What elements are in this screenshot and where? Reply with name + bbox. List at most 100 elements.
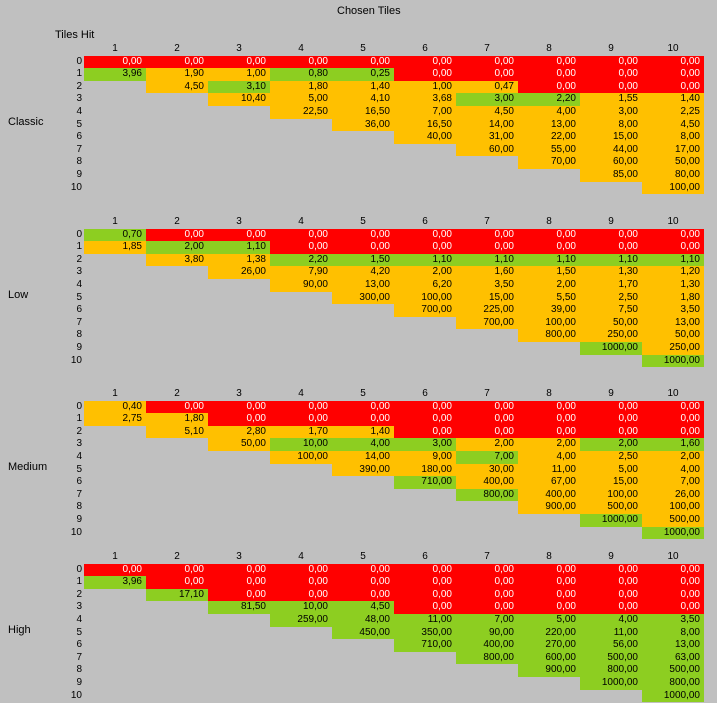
payout-cell: 0,47 [456, 80, 518, 94]
payout-cell: 56,00 [580, 639, 642, 652]
empty-cell [208, 106, 270, 119]
empty-cell [146, 601, 208, 614]
payout-cell: 0,40 [84, 400, 146, 414]
row-label: 2 [76, 425, 82, 437]
row-label: 3 [76, 266, 82, 278]
empty-cell [456, 501, 518, 514]
row-label: 5 [76, 291, 82, 303]
row-label: 9 [76, 168, 82, 180]
empty-cell [332, 355, 394, 368]
paytable-row: 9 1000,00 250,00 [0, 341, 717, 355]
paytable-row: 10 1000,00 [0, 354, 717, 368]
payout-cell: 22,50 [270, 105, 332, 119]
payout-cell: 8,00 [642, 626, 704, 640]
payout-cell: 0,00 [580, 55, 642, 69]
empty-cell [146, 652, 208, 665]
payout-cell: 0,00 [394, 241, 456, 254]
payout-cell: 0,00 [394, 68, 456, 81]
empty-cell [394, 342, 456, 355]
row-label: 10 [70, 181, 82, 193]
payout-cell: 3,80 [146, 253, 208, 267]
paytable-row: 8 800,00 250,00 50,00 [0, 329, 717, 342]
empty-cell [456, 677, 518, 690]
payout-cell: 10,00 [270, 438, 332, 451]
payout-cell: 2,50 [580, 291, 642, 305]
column-header: 5 [360, 388, 366, 399]
payout-cell: 0,00 [456, 601, 518, 614]
payout-cell: 180,00 [394, 463, 456, 477]
payout-cell: 60,00 [580, 156, 642, 169]
empty-cell [84, 304, 146, 317]
empty-cell [84, 501, 146, 514]
payout-cell: 0,00 [518, 80, 580, 94]
empty-cell [146, 182, 208, 195]
empty-cell [146, 169, 208, 182]
paytable-row: 4 259,00 48,00 11,00 7,00 5,00 4,00 3,50 [0, 613, 717, 627]
payout-cell: 1,80 [642, 291, 704, 305]
payout-cell: 1,00 [208, 68, 270, 81]
section-label-medium: Medium [8, 461, 48, 473]
empty-cell [580, 527, 642, 540]
payout-cell: 700,00 [456, 316, 518, 330]
payout-cell: 0,00 [456, 241, 518, 254]
payout-cell: 1,40 [332, 80, 394, 94]
empty-cell [84, 254, 146, 267]
paytable-row: 10 1000,00 [0, 689, 717, 703]
empty-cell [518, 514, 580, 527]
paytable-row: 8 70,00 60,00 50,00 [0, 156, 717, 169]
paytable-high: High 1 2 3 4 5 6 7 8 9 10 0 0,00 0,00 0,00 0,00 0,00 0,00… [0, 551, 717, 703]
payout-cell: 70,00 [518, 156, 580, 169]
payout-cell: 5,00 [270, 93, 332, 106]
empty-cell [146, 464, 208, 477]
payout-cell: 0,00 [456, 228, 518, 242]
paytable-row: 1 2,75 1,80 0,00 0,00 0,00 0,00 0,00 0,00 0,00 0,0… [0, 413, 717, 426]
empty-cell [394, 355, 456, 368]
row-label: 0 [76, 55, 82, 67]
payout-cell: 0,00 [332, 588, 394, 602]
payout-cell: 2,00 [456, 438, 518, 451]
payout-cell: 500,00 [580, 651, 642, 665]
row-label: 10 [70, 689, 82, 701]
payout-cell: 1,10 [394, 253, 456, 267]
column-header: 2 [174, 43, 180, 54]
row-label: 1 [76, 241, 82, 253]
payout-cell: 15,00 [580, 131, 642, 144]
payout-cell: 0,00 [332, 241, 394, 254]
empty-cell [84, 464, 146, 477]
payout-cell: 0,00 [642, 55, 704, 69]
empty-cell [84, 514, 146, 527]
payout-cell: 0,00 [332, 413, 394, 426]
payout-cell: 0,00 [518, 241, 580, 254]
empty-cell [208, 514, 270, 527]
column-header: 7 [484, 43, 490, 54]
payout-cell: 48,00 [332, 613, 394, 627]
empty-cell [332, 677, 394, 690]
row-label: 8 [76, 156, 82, 168]
payout-cell: 1,55 [580, 93, 642, 106]
payout-cell: 2,00 [518, 278, 580, 292]
column-header: 7 [484, 551, 490, 562]
empty-cell [270, 131, 332, 144]
payout-cell: 0,00 [580, 80, 642, 94]
empty-cell [146, 266, 208, 279]
empty-cell [270, 690, 332, 703]
empty-cell [456, 169, 518, 182]
empty-cell [332, 144, 394, 157]
empty-cell [84, 93, 146, 106]
empty-cell [270, 342, 332, 355]
column-header: 3 [236, 216, 242, 227]
column-header: 5 [360, 216, 366, 227]
empty-cell [332, 329, 394, 342]
payout-cell: 0,00 [270, 55, 332, 69]
payout-cell: 3,50 [642, 304, 704, 317]
empty-cell [270, 627, 332, 640]
payout-cell: 220,00 [518, 626, 580, 640]
payout-cell: 0,00 [394, 563, 456, 577]
payout-cell: 900,00 [518, 501, 580, 514]
empty-cell [270, 119, 332, 132]
empty-cell [518, 690, 580, 703]
empty-cell [270, 664, 332, 677]
payout-cell: 0,00 [642, 400, 704, 414]
payout-cell: 0,00 [84, 563, 146, 577]
payout-cell: 1,85 [84, 241, 146, 254]
